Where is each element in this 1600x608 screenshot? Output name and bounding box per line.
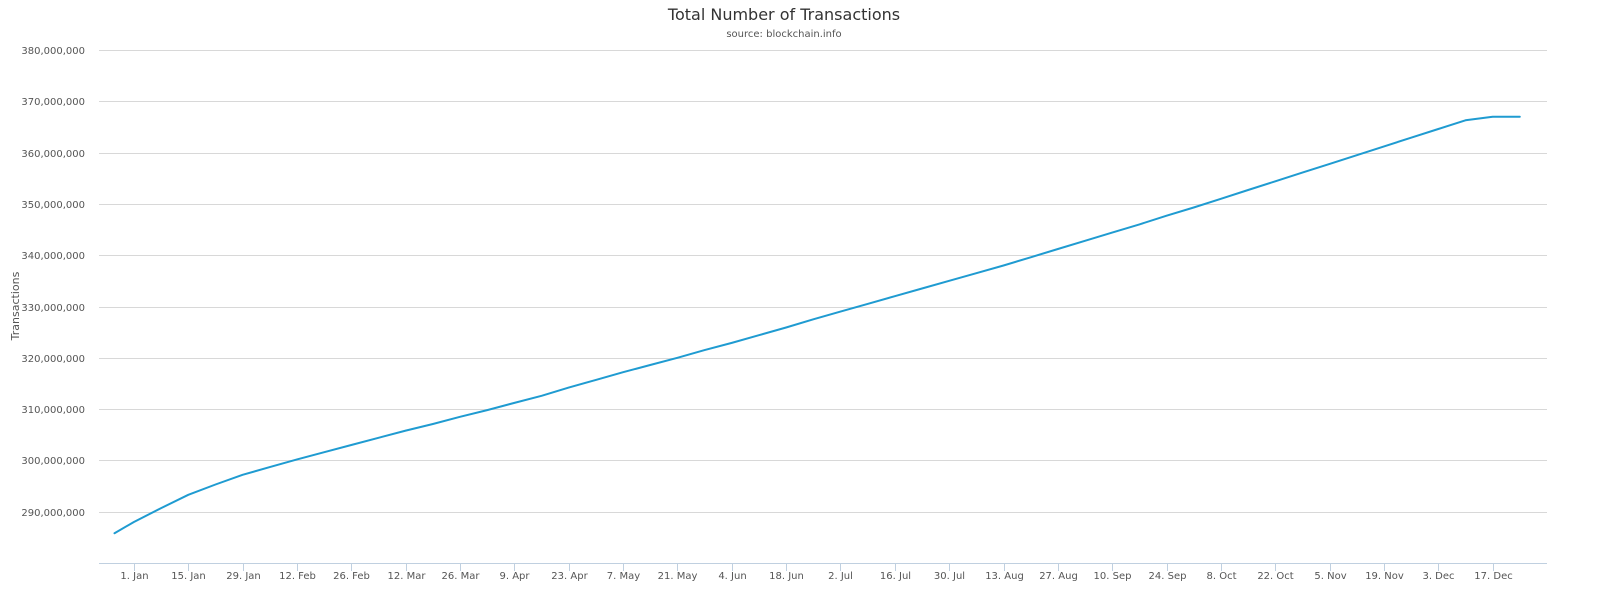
x-tick-label: 10. Sep xyxy=(1094,571,1132,582)
x-tick-label: 3. Dec xyxy=(1422,571,1454,582)
x-tick-label: 8. Oct xyxy=(1206,571,1236,582)
x-tick-label: 12. Feb xyxy=(279,571,316,582)
y-tick-label: 370,000,000 xyxy=(21,97,85,108)
x-tick-label: 4. Jun xyxy=(718,571,746,582)
y-tick-label: 350,000,000 xyxy=(21,200,85,211)
y-tick-label: 380,000,000 xyxy=(21,46,85,57)
x-tick-label: 7. May xyxy=(607,571,640,582)
x-tick-label: 24. Sep xyxy=(1149,571,1187,582)
x-axis: 1. Jan 15. Jan 29. Jan 12. Feb 26. Feb 12. Ma… xyxy=(99,563,1547,582)
x-tick-label: 27. Aug xyxy=(1039,571,1078,582)
y-tick-label: 290,000,000 xyxy=(21,508,85,519)
y-axis-ticks: 290,000,000 300,000,000 310,000,000 320,000… xyxy=(21,46,85,519)
y-tick-label: 320,000,000 xyxy=(21,354,85,365)
series-layer xyxy=(113,115,1521,535)
y-tick-label: 340,000,000 xyxy=(21,251,85,262)
y-tick-label: 330,000,000 xyxy=(21,303,85,314)
y-axis-label: Transactions xyxy=(9,271,22,341)
series-line xyxy=(113,115,1521,535)
x-tick-label: 23. Apr xyxy=(551,571,588,582)
x-tick-label: 5. Nov xyxy=(1314,571,1346,582)
chart-title: Total Number of Transactions xyxy=(667,5,900,24)
x-tick-label: 12. Mar xyxy=(388,571,427,582)
y-tick-label: 300,000,000 xyxy=(21,456,85,467)
x-tick-label: 19. Nov xyxy=(1365,571,1404,582)
x-tick-label: 13. Aug xyxy=(985,571,1024,582)
y-tick-label: 310,000,000 xyxy=(21,405,85,416)
grid-lines xyxy=(99,50,1547,513)
x-tick-label: 16. Jul xyxy=(880,571,911,582)
x-tick-label: 22. Oct xyxy=(1257,571,1293,582)
x-tick-label: 30. Jul xyxy=(934,571,965,582)
x-tick-label: 26. Mar xyxy=(442,571,481,582)
x-tick-label: 21. May xyxy=(658,571,698,582)
x-tick-label: 15. Jan xyxy=(171,571,206,582)
x-tick-label: 18. Jun xyxy=(769,571,804,582)
x-tick-label: 2. Jul xyxy=(828,571,853,582)
x-tick-label: 29. Jan xyxy=(226,571,261,582)
x-tick-label: 26. Feb xyxy=(333,571,370,582)
x-tick-label: 1. Jan xyxy=(120,571,148,582)
y-tick-label: 360,000,000 xyxy=(21,149,85,160)
chart-subtitle: source: blockchain.info xyxy=(726,29,841,40)
x-tick-label: 17. Dec xyxy=(1474,571,1512,582)
x-tick-label: 9. Apr xyxy=(499,571,530,582)
